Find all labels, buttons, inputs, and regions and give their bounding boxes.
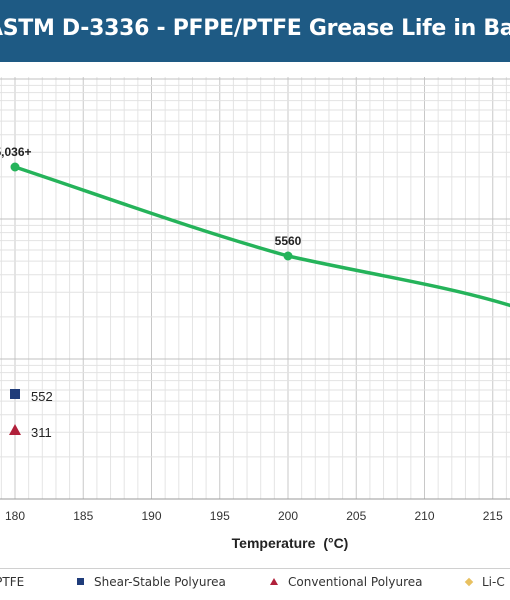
data-label-shear-stable-polyurea: 552: [31, 389, 53, 404]
x-tick-labels: 180 185 190 195 200 205 210 215: [5, 509, 503, 523]
x-tick-label: 210: [414, 509, 434, 523]
x-tick-label: 190: [141, 509, 161, 523]
x-axis-label-unit: (°C): [323, 535, 348, 551]
chart-title-bar: ASTM D-3336 - PFPE/PTFE Grease Life in B…: [0, 0, 510, 62]
legend-label: Shear-Stable Polyurea: [94, 575, 226, 589]
x-tick-label: 205: [346, 509, 366, 523]
data-point-pfpe-ptfe: [10, 162, 20, 172]
square-marker-icon: [77, 578, 84, 585]
plot-background: [0, 77, 510, 499]
legend-item-pfpe-ptfe: PE-PTFE: [0, 575, 24, 589]
x-tick-label: 215: [483, 509, 503, 523]
legend-label: Conventional Polyurea: [288, 575, 423, 589]
diamond-marker-icon: [464, 577, 474, 587]
chart-marks: 5,036+ 5560 552 311: [0, 145, 510, 440]
data-label-conventional-polyurea: 311: [31, 425, 52, 440]
legend-label: PE-PTFE: [0, 575, 25, 589]
data-point-conventional-polyurea: [9, 424, 21, 435]
data-point-pfpe-ptfe: [283, 251, 293, 261]
chart-legend: PE-PTFE Shear-Stable Polyurea Convention…: [0, 568, 510, 597]
legend-label: Li-C: [482, 575, 505, 589]
x-tick-label: 180: [5, 509, 25, 523]
x-tick-label: 200: [278, 509, 298, 523]
x-axis-label: Temperature (°C): [232, 535, 349, 551]
chart-plot-area: 180 185 190 195 200 205 210 215 5,036+ 5560 552 31…: [0, 77, 510, 551]
x-tick-label: 195: [210, 509, 230, 523]
x-tick-label: 185: [73, 509, 93, 523]
data-point-shear-stable-polyurea: [10, 389, 20, 399]
x-axis-label-text: Temperature: [232, 535, 316, 551]
legend-item-conventional-polyurea: Conventional Polyurea: [270, 575, 423, 589]
chart-title: ASTM D-3336 - PFPE/PTFE Grease Life in B…: [0, 16, 510, 41]
legend-item-shear-stable-polyurea: Shear-Stable Polyurea: [77, 575, 226, 589]
data-label-pfpe-ptfe: 5560: [275, 234, 302, 248]
legend-item-li-c: Li-C: [464, 575, 505, 589]
data-label-pfpe-ptfe: 5,036+: [0, 145, 32, 159]
triangle-marker-icon: [270, 578, 278, 585]
chart-grid: [0, 77, 510, 500]
